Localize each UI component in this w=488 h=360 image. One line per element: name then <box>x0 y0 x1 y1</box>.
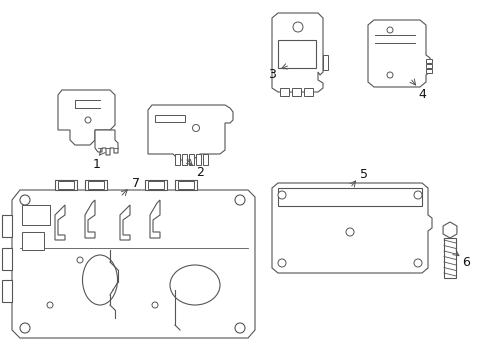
Circle shape <box>235 195 244 205</box>
Circle shape <box>47 302 53 308</box>
Text: 6: 6 <box>461 256 469 270</box>
Circle shape <box>413 191 421 199</box>
Polygon shape <box>442 222 456 238</box>
Polygon shape <box>323 55 327 70</box>
Polygon shape <box>95 130 118 155</box>
Polygon shape <box>120 205 130 240</box>
Polygon shape <box>85 200 95 238</box>
Polygon shape <box>2 215 12 237</box>
Circle shape <box>413 259 421 267</box>
Text: 5: 5 <box>359 167 367 180</box>
Bar <box>148 181 163 189</box>
Polygon shape <box>425 69 431 73</box>
Polygon shape <box>196 154 201 165</box>
Polygon shape <box>271 183 431 273</box>
Circle shape <box>77 257 83 263</box>
Circle shape <box>278 259 285 267</box>
Circle shape <box>20 323 30 333</box>
Polygon shape <box>2 280 12 302</box>
Circle shape <box>386 72 392 78</box>
Polygon shape <box>55 180 77 190</box>
Polygon shape <box>175 180 197 190</box>
Text: 3: 3 <box>267 68 275 81</box>
Text: 4: 4 <box>417 87 425 100</box>
Bar <box>278 188 421 206</box>
Circle shape <box>20 195 30 205</box>
Bar <box>88 181 104 189</box>
Text: 7: 7 <box>132 176 140 189</box>
Polygon shape <box>425 64 431 68</box>
Polygon shape <box>304 88 312 96</box>
Polygon shape <box>367 20 429 87</box>
Circle shape <box>85 117 91 123</box>
Bar <box>58 181 74 189</box>
Bar <box>22 232 44 250</box>
Polygon shape <box>271 13 323 92</box>
Bar <box>278 40 315 68</box>
Circle shape <box>192 125 199 131</box>
Polygon shape <box>150 200 160 238</box>
Circle shape <box>386 27 392 33</box>
Circle shape <box>346 228 353 236</box>
Text: 2: 2 <box>196 166 203 179</box>
Polygon shape <box>175 154 180 165</box>
Polygon shape <box>145 180 167 190</box>
Polygon shape <box>203 154 207 165</box>
Polygon shape <box>182 154 186 165</box>
Ellipse shape <box>170 265 220 305</box>
Polygon shape <box>85 180 107 190</box>
Polygon shape <box>2 248 12 270</box>
Ellipse shape <box>82 255 117 305</box>
Bar <box>443 238 455 278</box>
Text: 1: 1 <box>93 158 101 171</box>
Circle shape <box>235 323 244 333</box>
Bar <box>178 181 194 189</box>
Polygon shape <box>55 205 65 240</box>
Bar <box>22 205 50 225</box>
Bar <box>155 115 184 122</box>
Polygon shape <box>425 59 431 63</box>
Polygon shape <box>189 154 194 165</box>
Polygon shape <box>12 190 254 338</box>
Polygon shape <box>291 88 301 96</box>
Circle shape <box>152 302 158 308</box>
Circle shape <box>292 22 303 32</box>
Polygon shape <box>148 105 232 160</box>
Circle shape <box>278 191 285 199</box>
Polygon shape <box>280 88 288 96</box>
Polygon shape <box>58 90 115 145</box>
